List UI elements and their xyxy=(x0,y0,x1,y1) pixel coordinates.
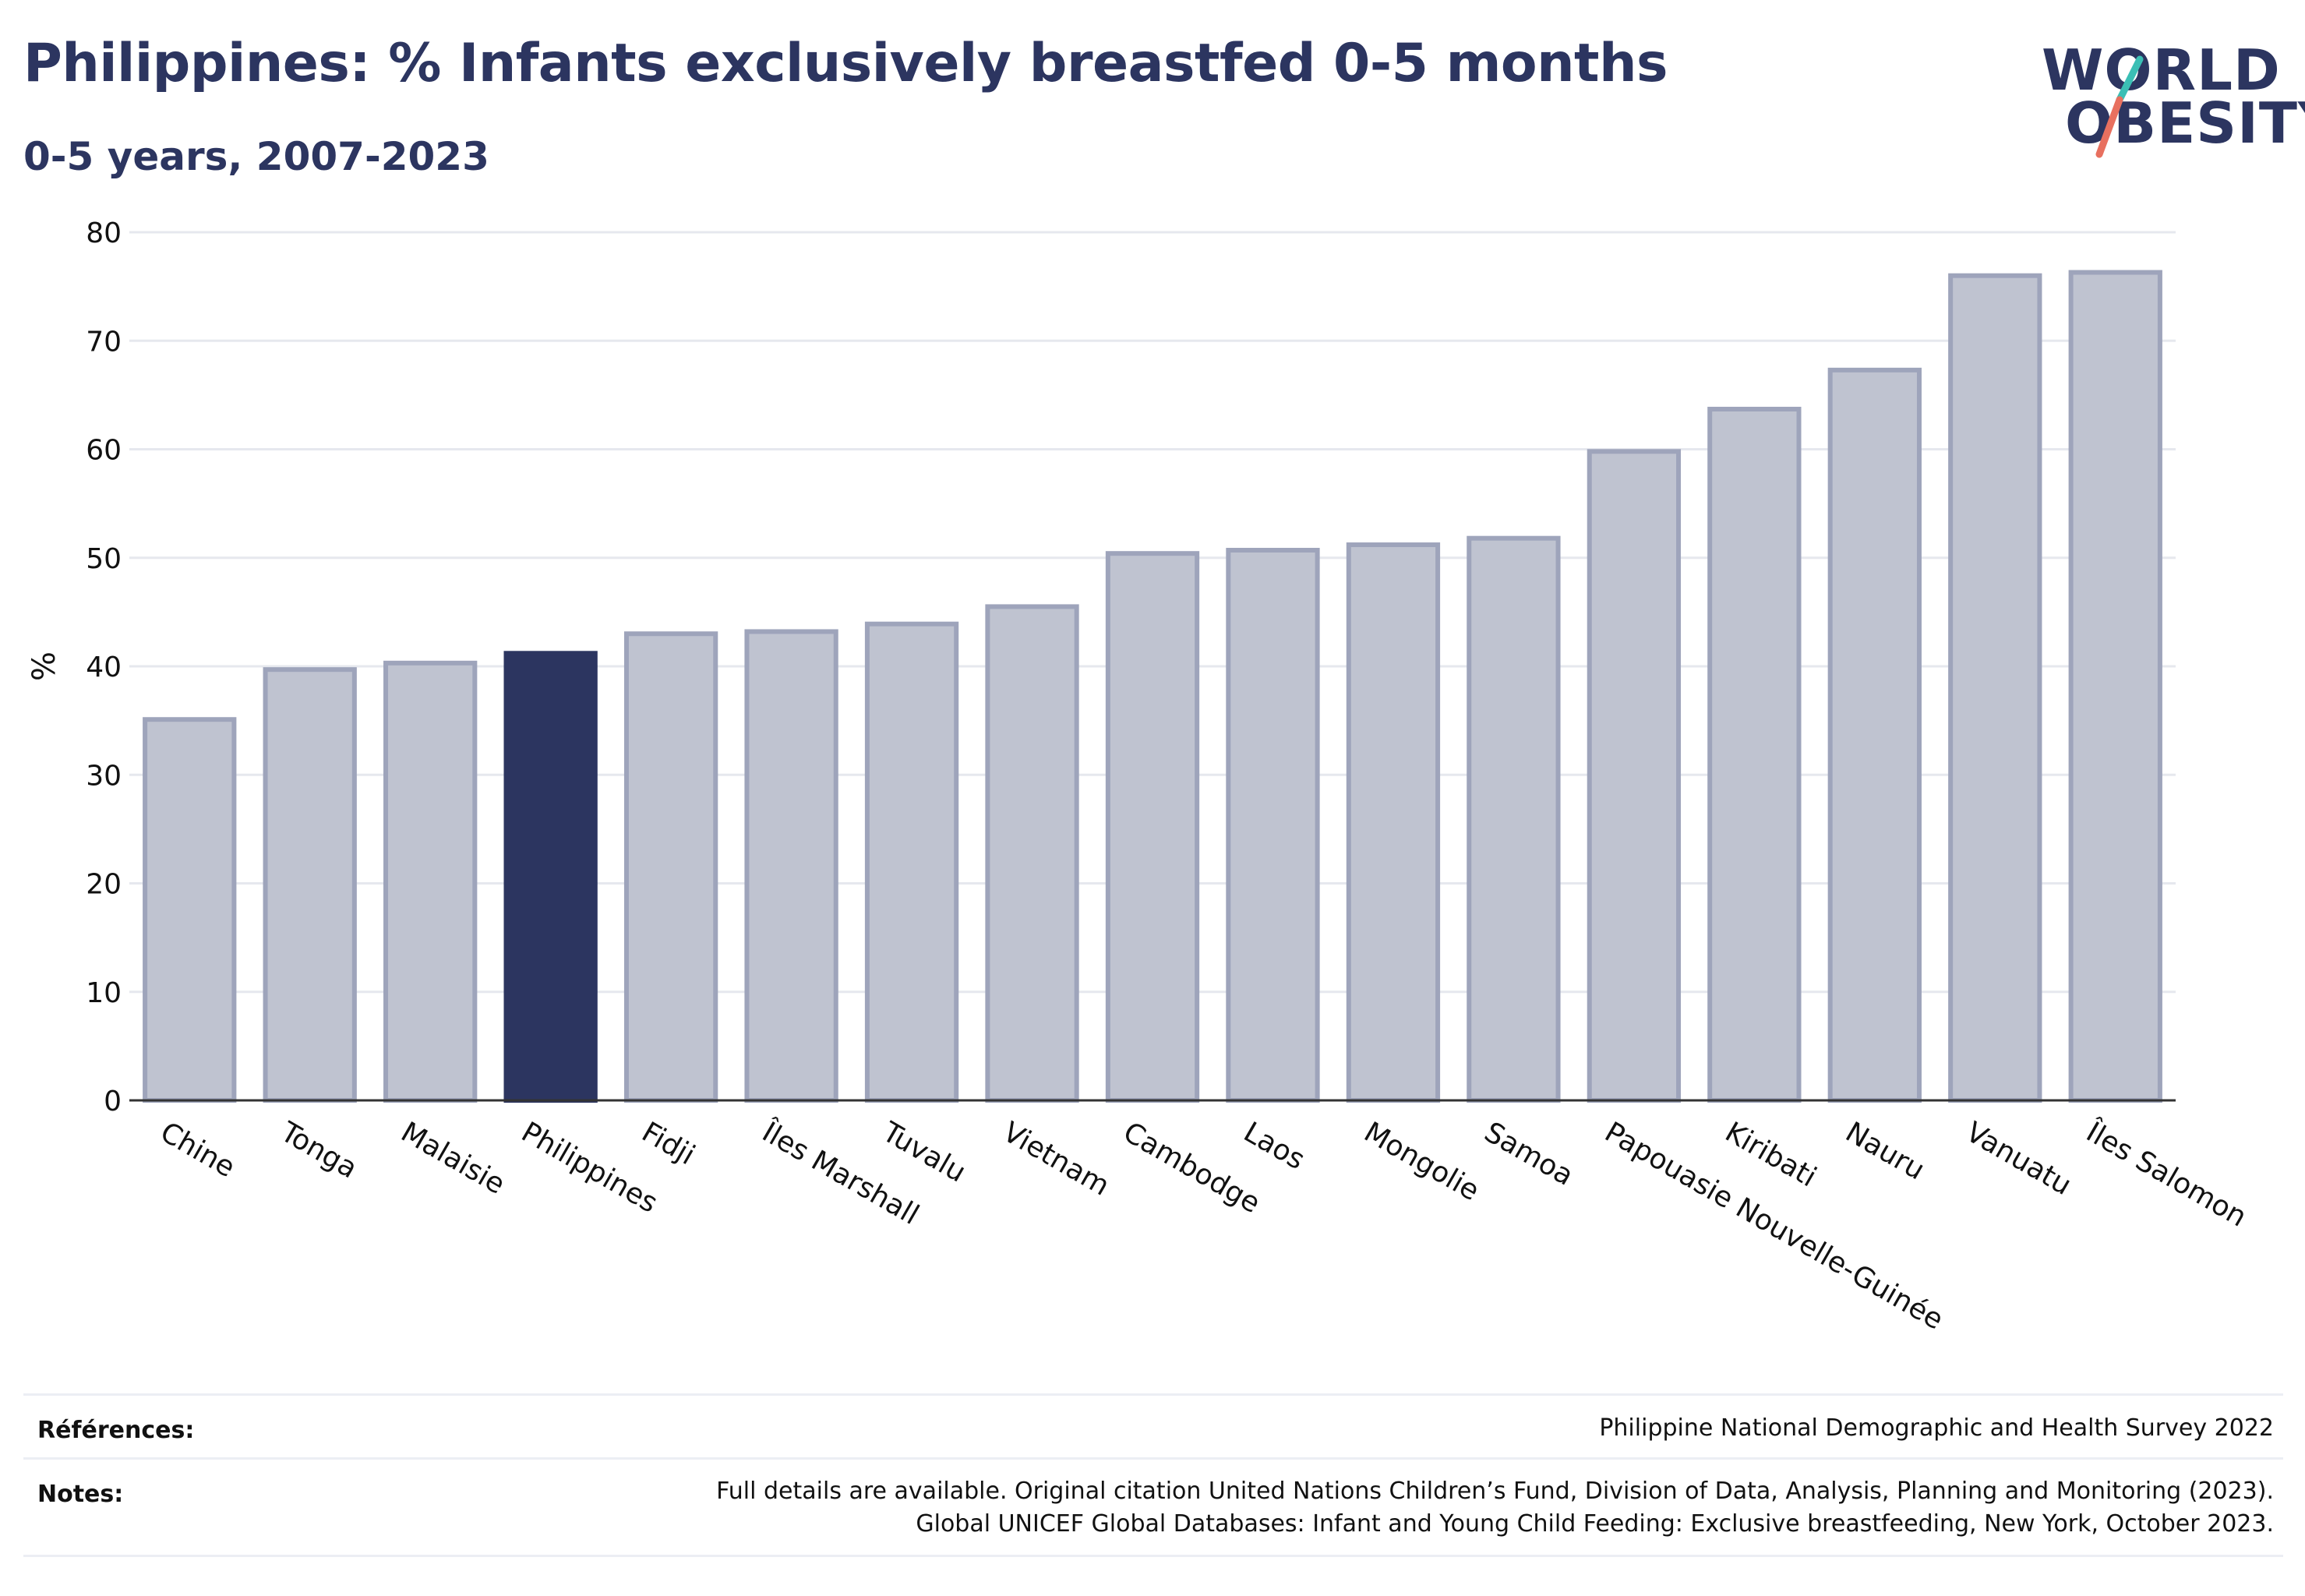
y-tick-label: 40 xyxy=(86,651,122,683)
x-tick-label: Chine xyxy=(155,1116,241,1184)
bar xyxy=(1226,548,1320,1103)
x-tick-label: Cambodge xyxy=(1118,1116,1265,1220)
bar xyxy=(864,621,959,1103)
chart-subtitle: 0-5 years, 2007-2023 xyxy=(23,134,489,179)
bar xyxy=(1707,406,1802,1103)
bar xyxy=(744,629,838,1103)
x-tick-label: Vietnam xyxy=(997,1116,1114,1202)
bar-chart: 0 10 20 30 40 50 60 70 80% Chine Tonga Malaisie Phil… xyxy=(26,217,2252,1336)
y-axis-label: % xyxy=(26,651,62,681)
y-tick-label: 10 xyxy=(86,977,122,1009)
bar xyxy=(2068,270,2162,1103)
references-label: Références: xyxy=(37,1417,195,1444)
y-tick-label: 0 xyxy=(104,1086,122,1118)
footer-divider xyxy=(23,1555,2283,1557)
y-tick-label: 50 xyxy=(86,543,122,575)
x-tick-label: Tuvalu xyxy=(877,1116,971,1189)
bar xyxy=(143,717,237,1103)
footer-divider xyxy=(23,1457,2283,1460)
bar xyxy=(623,631,718,1103)
x-tick-label: Mongolie xyxy=(1358,1116,1484,1207)
logo-slash-icon xyxy=(2095,55,2144,158)
chart-title: Philippines: % Infants exclusively breas… xyxy=(23,33,1668,94)
bar xyxy=(263,667,357,1103)
logo-word-world: WORLD xyxy=(2042,37,2281,103)
x-tick-label: Îles Salomon xyxy=(2080,1115,2252,1234)
x-tick-label: Kiribati xyxy=(1720,1116,1822,1193)
y-tick-label: 80 xyxy=(86,217,122,249)
y-tick-label: 60 xyxy=(86,435,122,467)
bar xyxy=(1346,542,1441,1103)
y-tick-label: 20 xyxy=(86,869,122,901)
references-text: Philippine National Demographic and Heal… xyxy=(1599,1414,2274,1442)
bar xyxy=(503,651,598,1103)
bar xyxy=(985,604,1079,1103)
x-tick-label: Philippines xyxy=(516,1116,662,1219)
y-tick-label: 70 xyxy=(86,326,122,358)
bar xyxy=(1587,449,1682,1103)
x-tick-label: Samoa xyxy=(1479,1116,1579,1192)
world-obesity-logo: WORLD OBESITY xyxy=(2034,37,2305,170)
x-tick-label: Nauru xyxy=(1840,1116,1929,1186)
bar xyxy=(383,660,478,1103)
x-tick-label: Malaisie xyxy=(396,1116,510,1201)
x-tick-label: Laos xyxy=(1238,1116,1310,1176)
notes-line-1: Full details are available. Original cit… xyxy=(716,1478,2274,1505)
footer-divider xyxy=(23,1393,2283,1396)
bar xyxy=(1948,273,2042,1103)
x-tick-label: Tonga xyxy=(274,1116,362,1185)
bar xyxy=(1827,367,1922,1103)
bar xyxy=(1105,551,1200,1103)
x-tick-label: Fidji xyxy=(637,1116,701,1171)
notes-label: Notes: xyxy=(37,1481,124,1508)
y-tick-label: 30 xyxy=(86,760,122,792)
x-tick-label: Vanuatu xyxy=(1961,1116,2077,1202)
bar xyxy=(1467,535,1561,1103)
notes-line-2: Global UNICEF Global Databases: Infant a… xyxy=(916,1510,2274,1538)
